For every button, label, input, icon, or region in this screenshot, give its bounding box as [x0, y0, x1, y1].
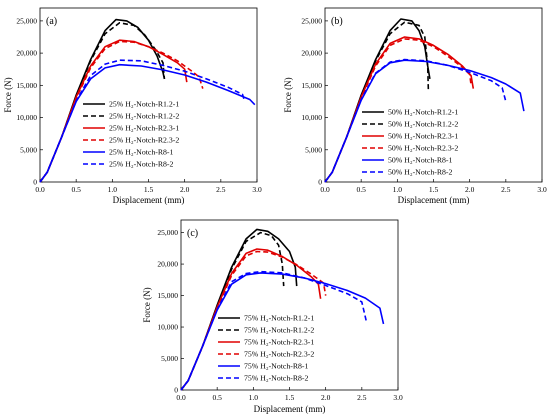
- x-tick-label: 2.5: [501, 185, 511, 194]
- series-lines: [180, 228, 385, 391]
- series-line-5: [180, 272, 385, 391]
- x-tick-label: 2.0: [180, 185, 190, 194]
- legend-entry: 25% H₂-Notch-R2.3-2: [109, 136, 179, 145]
- y-tick-label: 0: [318, 178, 322, 187]
- chart-panel-b: 0.0 0.5 1.0 1.5 2.0 2.5 3.0 0 5,000 10,000 15,000 2…: [283, 7, 547, 205]
- x-tick-label: 1.5: [429, 185, 439, 194]
- x-tick-label: 1.5: [285, 393, 295, 402]
- legend-entry: 25% H₂-Notch-R1.2-1: [109, 100, 179, 109]
- y-tick-label: 25,000: [157, 228, 178, 237]
- x-tick-label: 1.0: [249, 393, 259, 402]
- axis-ticks: 0.0 0.5 1.0 1.5 2.0 2.5 3.0 0 5,000 10,000 15,000 2…: [301, 16, 547, 194]
- x-tick-label: 2.5: [357, 393, 367, 402]
- x-axis-title: Displacement (mm): [398, 195, 470, 205]
- legend-entry: 50% H₂-Notch-R1.2-1: [388, 108, 458, 117]
- legend-entry: 25% H₂-Notch-R8-1: [109, 148, 174, 157]
- x-tick-label: 1.0: [393, 185, 403, 194]
- y-tick-label: 15,000: [301, 81, 322, 90]
- y-tick-label: 15,000: [16, 81, 37, 90]
- legend-entry: 25% H₂-Notch-R1.2-2: [109, 112, 179, 121]
- x-tick-label: 3.0: [537, 185, 547, 194]
- axis-ticks: 0.0 0.5 1.0 1.5 2.0 2.5 3.0 0 5,000 10,000 15,000 2…: [16, 16, 262, 194]
- x-tick-label: 3.0: [252, 185, 262, 194]
- y-tick-label: 5,000: [161, 354, 178, 363]
- legend-entry: 50% H₂-Notch-R8-2: [388, 168, 453, 177]
- panel-label: (b): [331, 16, 343, 27]
- y-tick-label: 10,000: [16, 113, 37, 122]
- x-tick-label: 0.5: [71, 185, 81, 194]
- x-axis-title: Displacement (mm): [254, 404, 326, 414]
- y-tick-label: 5,000: [305, 145, 322, 154]
- y-tick-label: 15,000: [157, 291, 178, 300]
- legend: 25% H₂-Notch-R1.2-1 25% H₂-Notch-R1.2-2 25…: [83, 100, 179, 169]
- x-tick-label: 0.0: [176, 393, 186, 402]
- axis-ticks: 0.0 0.5 1.0 1.5 2.0 2.5 3.0 0 5,000 10,000 15,000 2…: [157, 228, 403, 402]
- legend-entry: 50% H₂-Notch-R1.2-2: [388, 120, 458, 129]
- series-line-6: [324, 58, 507, 183]
- legend-entry: 50% H₂-Notch-R2.3-2: [388, 144, 458, 153]
- y-tick-label: 20,000: [301, 49, 322, 58]
- x-axis-title: Displacement (mm): [113, 195, 185, 205]
- panel-label: (a): [46, 16, 57, 27]
- panel-label: (c): [187, 228, 198, 239]
- legend-entry: 75% H₂-Notch-R2.3-1: [244, 338, 314, 347]
- chart-panel-c: 0.0 0.5 1.0 1.5 2.0 2.5 3.0 0 5,000 10,000 15,000 2…: [142, 219, 403, 414]
- y-tick-label: 0: [174, 386, 178, 395]
- x-tick-label: 2.5: [216, 185, 226, 194]
- y-axis-title: Force (N): [3, 77, 13, 112]
- x-tick-label: 0.5: [356, 185, 366, 194]
- y-tick-label: 0: [33, 178, 37, 187]
- x-tick-label: 1.5: [144, 185, 154, 194]
- y-axis-title: Force (N): [283, 77, 293, 112]
- legend-entry: 25% H₂-Notch-R8-2: [109, 160, 174, 169]
- series-lines: [324, 18, 525, 183]
- chart-panel-a: 0.0 0.5 1.0 1.5 2.0 2.5 3.0 0 5,000 10,000 15,000 2…: [3, 7, 262, 205]
- x-tick-label: 2.0: [465, 185, 475, 194]
- x-tick-label: 1.0: [108, 185, 118, 194]
- legend: 75% H₂-Notch-R1.2-1 75% H₂-Notch-R1.2-2 75…: [218, 314, 314, 383]
- y-tick-label: 25,000: [301, 16, 322, 25]
- legend-entry: 75% H₂-Notch-R8-1: [244, 362, 309, 371]
- x-tick-label: 3.0: [393, 393, 403, 402]
- y-tick-label: 20,000: [157, 260, 178, 269]
- x-tick-label: 0.0: [320, 185, 330, 194]
- series-line-2: [324, 21, 430, 183]
- x-tick-label: 0.5: [212, 393, 222, 402]
- legend-entry: 75% H₂-Notch-R1.2-1: [244, 314, 314, 323]
- legend-entry: 75% H₂-Notch-R2.3-2: [244, 350, 314, 359]
- series-line-6: [39, 59, 246, 183]
- series-lines: [39, 18, 256, 183]
- y-tick-label: 10,000: [157, 323, 178, 332]
- legend-entry: 75% H₂-Notch-R8-2: [244, 374, 309, 383]
- y-tick-label: 20,000: [16, 49, 37, 58]
- legend-entry: 25% H₂-Notch-R2.3-1: [109, 124, 179, 133]
- x-tick-label: 0.0: [35, 185, 45, 194]
- legend-entry: 50% H₂-Notch-R2.3-1: [388, 132, 458, 141]
- x-tick-label: 2.0: [321, 393, 331, 402]
- y-tick-label: 10,000: [301, 113, 322, 122]
- y-tick-label: 25,000: [16, 16, 37, 25]
- series-line-6: [180, 270, 367, 391]
- legend: 50% H₂-Notch-R1.2-1 50% H₂-Notch-R1.2-2 50…: [362, 108, 458, 177]
- y-axis-title: Force (N): [142, 287, 152, 322]
- legend-entry: 75% H₂-Notch-R1.2-2: [244, 326, 314, 335]
- y-tick-label: 5,000: [20, 145, 37, 154]
- legend-entry: 50% H₂-Notch-R8-1: [388, 156, 453, 165]
